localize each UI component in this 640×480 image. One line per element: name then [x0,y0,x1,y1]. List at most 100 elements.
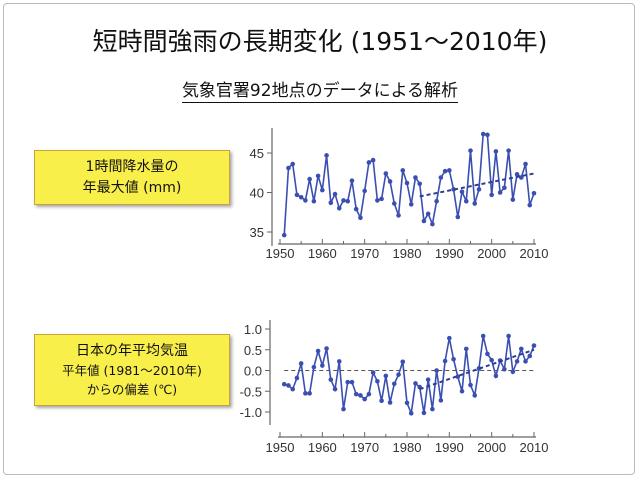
slide-frame [3,3,635,475]
data-point [502,185,507,191]
data-point [353,391,359,397]
y-tick-label: 1.0 [244,322,262,337]
x-tick-label: 1980 [393,246,422,261]
data-point [527,202,533,208]
y-tick-label: 0.5 [244,343,262,358]
data-point [303,198,308,203]
data-point [459,388,465,394]
x-tick-label: 1980 [393,440,422,455]
data-point [396,372,401,377]
data-point [408,410,414,416]
data-point [387,179,393,184]
data-point [523,161,528,167]
data-point [476,187,482,192]
y-tick-label: 40 [250,186,264,201]
data-point [506,333,511,339]
data-point [442,168,448,174]
y-tick-label: -1.0 [240,405,262,420]
data-point [290,161,296,167]
data-point [298,361,304,366]
data-point [463,346,469,352]
data-point [442,358,448,364]
data-point [370,157,376,163]
data-point [527,353,533,359]
x-tick-label: 2000 [477,440,506,455]
data-point [328,377,334,382]
label-line: 日本の年平均気温 [76,343,188,359]
data-point [281,381,287,387]
data-point [408,202,414,207]
x-tick-label: 2010 [520,246,549,261]
data-point [294,192,300,198]
data-point [480,333,486,339]
data-point [341,406,346,412]
trend-line [419,348,535,391]
data-point [400,359,406,365]
x-tick-label: 1970 [350,246,379,261]
data-point [510,369,516,375]
data-point [392,201,397,206]
data-point [510,197,516,202]
data-point [531,190,537,196]
data-point [497,190,503,195]
data-point [366,160,372,165]
data-point [311,198,317,204]
data-point [383,373,389,379]
data-point [332,386,338,392]
series-line [283,133,535,236]
data-point [455,214,461,220]
series-line [284,335,535,417]
data-point [379,398,384,404]
data-point [307,176,312,182]
data-point [290,386,296,392]
data-point [468,382,473,388]
data-point [294,375,300,381]
data-point [425,377,431,382]
data-point [370,370,376,375]
x-tick-label: 2010 [520,440,549,455]
data-point [341,198,346,203]
data-point [485,351,490,357]
y-tick-label: 35 [250,225,264,240]
data-point [392,381,397,387]
label-box-temperature: 日本の年平均気温 平年値 (1981〜2010年) からの偏差 (℃) [34,334,230,406]
data-point [336,206,342,211]
data-point [362,188,367,194]
data-point [480,131,486,137]
data-point [430,406,435,412]
data-point [421,410,427,416]
data-point [421,218,427,224]
data-point [400,168,406,173]
data-point [358,215,363,221]
data-point [345,379,351,385]
data-point [463,198,469,204]
data-point [519,175,524,180]
data-point [506,148,511,153]
data-point [493,373,499,379]
data-point [434,368,439,373]
data-point [514,359,520,364]
data-point [324,153,329,158]
data-point [362,396,367,402]
x-tick-label: 2000 [477,246,506,261]
data-point [320,187,325,193]
data-point [353,206,359,212]
data-point [485,132,490,138]
data-point [493,149,499,154]
label-line: 平年値 (1981〜2010年) [62,363,202,378]
data-point [375,198,380,203]
label-line: 1時間降水量の [85,159,179,175]
data-point [519,346,524,352]
data-point [286,165,291,171]
x-tick-label: 1950 [266,440,295,455]
data-point [413,175,418,180]
data-point [476,366,482,371]
y-tick-label: 45 [250,146,264,161]
data-point [311,364,317,370]
data-point [404,400,410,406]
data-point [387,400,393,405]
data-point [502,366,507,372]
data-point [379,196,384,202]
data-point [328,200,334,206]
